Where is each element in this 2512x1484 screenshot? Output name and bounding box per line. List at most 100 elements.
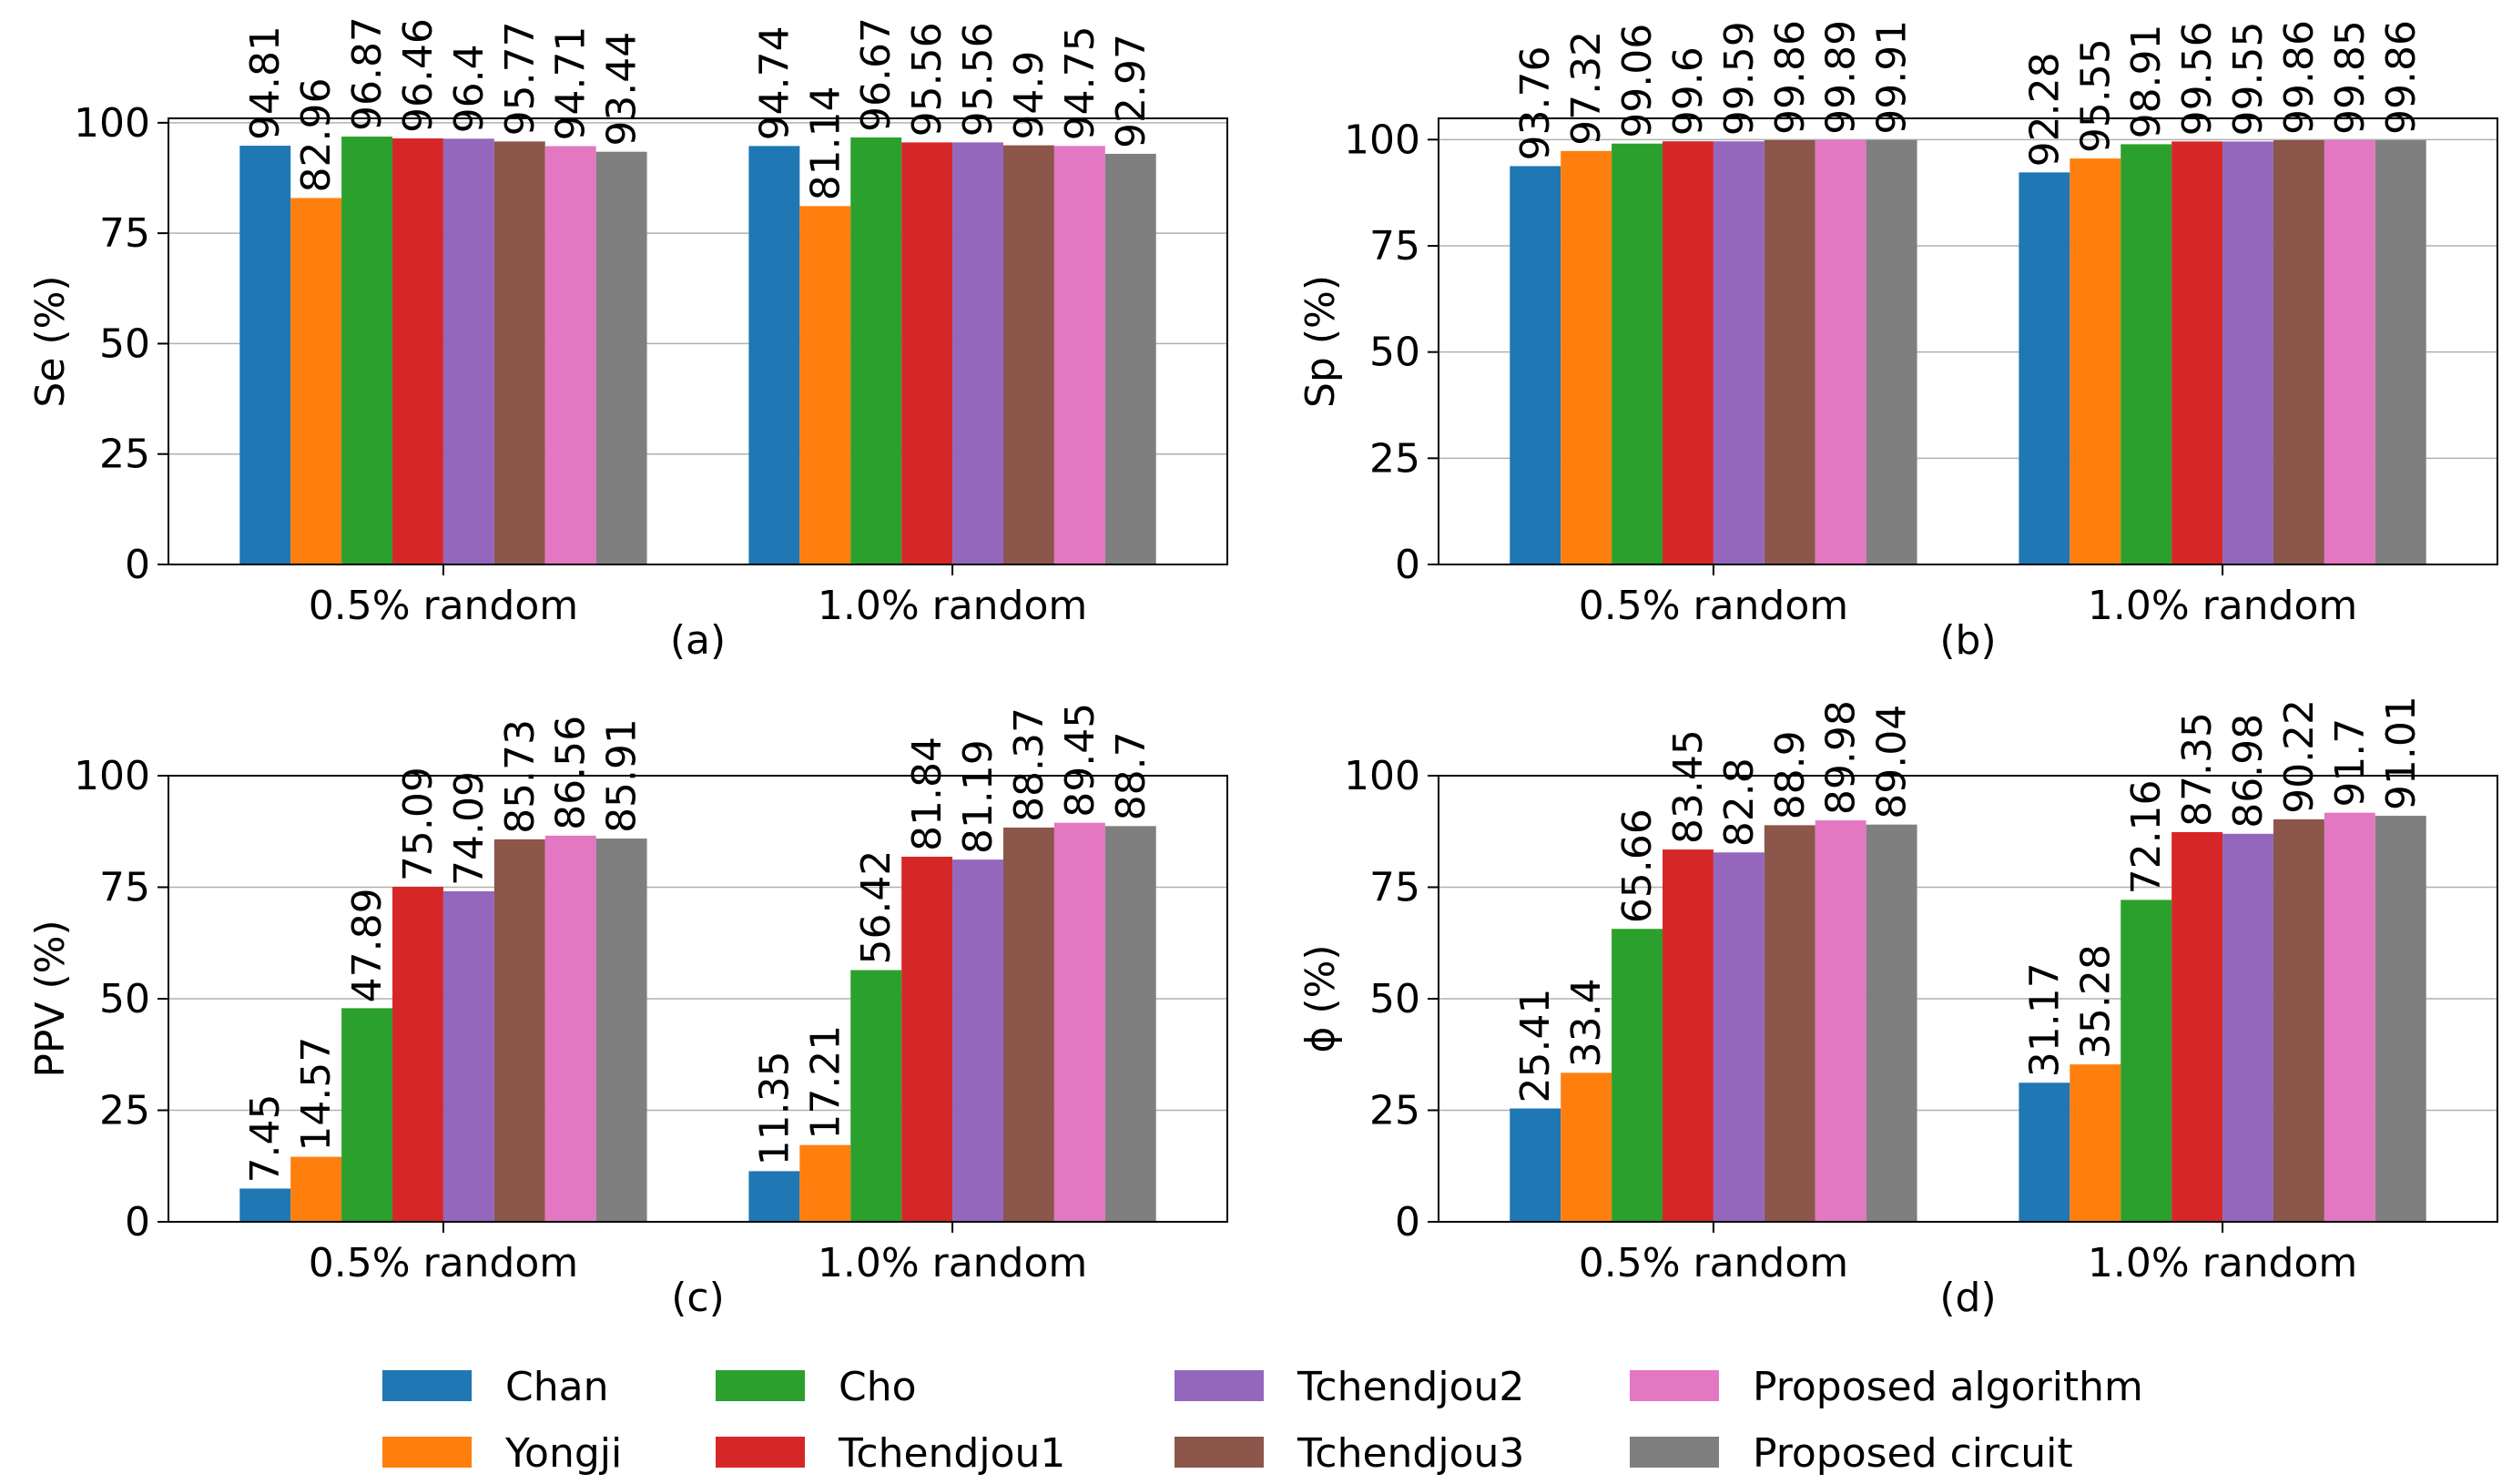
bar-tchendjou1 [2171, 141, 2223, 565]
data-label: 86.98 [2225, 714, 2272, 828]
legend-label: Proposed algorithm [1753, 1364, 2143, 1410]
bar-proposed-circuit [1866, 824, 1917, 1222]
data-label: 65.66 [1614, 808, 1661, 923]
bar-cho [850, 970, 902, 1222]
data-label: 99.91 [1869, 20, 1916, 135]
y-tick-label: 0 [125, 542, 150, 588]
bar-tchendjou3 [2273, 818, 2324, 1222]
legend-label: Tchendjou1 [838, 1430, 1065, 1477]
data-label: 99.86 [1767, 20, 1814, 135]
bar-tchendjou2 [1713, 141, 1765, 564]
legend-entry-chan: Chan [382, 1364, 608, 1410]
bar-cho [2120, 900, 2172, 1222]
bar-yongji [290, 1156, 342, 1222]
data-label: 99.89 [1818, 20, 1865, 135]
y-tick-label: 50 [99, 320, 150, 367]
bar-tchendjou1 [901, 856, 953, 1222]
bar-tchendjou2 [2222, 141, 2273, 564]
bar-chan [748, 146, 800, 564]
y-tick-label: 75 [1369, 223, 1420, 269]
bar-yongji [1561, 1072, 1612, 1222]
y-tick-label: 25 [1369, 1088, 1420, 1134]
data-label: 92.97 [1108, 34, 1154, 148]
bar-proposed-circuit [595, 151, 647, 564]
data-label: 95.77 [497, 21, 544, 136]
legend-swatch [716, 1370, 805, 1401]
data-label: 99.85 [2327, 20, 2374, 135]
axis-frame [168, 117, 1228, 565]
bar-chan [239, 146, 291, 564]
data-label: 92.28 [2021, 52, 2068, 167]
bar-cho [1612, 929, 1663, 1222]
bar-proposed-algorithm [1053, 822, 1105, 1222]
legend-entry-tchendjou2: Tchendjou2 [1175, 1364, 1524, 1410]
x-tick-label: 1.0% random [2088, 1240, 2357, 1286]
panel-label: (a) [670, 617, 726, 664]
y-axis-label: Sp (%) [1297, 275, 1344, 408]
y-tick-label: 0 [1395, 542, 1420, 588]
data-label: 94.75 [1057, 25, 1103, 140]
data-label: 99.86 [2378, 20, 2425, 135]
bar-proposed-algorithm [1815, 139, 1866, 564]
panel-label: (b) [1939, 617, 1996, 664]
bar-chan [2019, 172, 2070, 565]
data-label: 81.84 [904, 737, 951, 851]
data-label: 91.7 [2327, 718, 2374, 808]
x-tick-label: 1.0% random [818, 583, 1087, 629]
bar-tchendjou3 [2273, 139, 2324, 564]
x-tick-label: 0.5% random [1579, 583, 1848, 629]
bar-proposed-circuit [2375, 816, 2426, 1222]
bar-chan [239, 1188, 291, 1222]
data-label: 87.35 [2174, 712, 2221, 827]
data-label: 99.55 [2225, 21, 2272, 136]
legend-label: Yongji [504, 1430, 622, 1477]
data-label: 96.46 [395, 18, 442, 133]
legend-entry-yongji: Yongji [382, 1430, 622, 1477]
legend-swatch [382, 1437, 472, 1468]
x-tick-label: 0.5% random [309, 1240, 578, 1286]
axis-frame [168, 775, 1228, 1223]
data-label: 72.16 [2123, 779, 2170, 894]
legend-label: Tchendjou2 [1297, 1364, 1524, 1410]
bar-tchendjou2 [442, 890, 494, 1222]
y-tick-label: 25 [99, 1088, 150, 1134]
data-label: 83.45 [1665, 729, 1712, 844]
axis-frame [1438, 775, 2498, 1223]
bar-chan [1510, 1108, 1561, 1222]
y-tick-label: 75 [99, 210, 150, 257]
data-label: 96.87 [344, 16, 391, 131]
data-label: 90.22 [2276, 699, 2323, 814]
bar-cho [850, 137, 902, 564]
data-label: 75.09 [395, 767, 442, 881]
data-label: 96.67 [853, 17, 900, 132]
bar-yongji [799, 206, 851, 564]
data-label: 91.01 [2378, 696, 2425, 810]
data-label: 47.89 [344, 888, 391, 1002]
y-tick-label: 100 [74, 753, 150, 799]
bar-yongji [799, 1144, 851, 1222]
data-label: 95.56 [904, 22, 951, 137]
data-label: 74.09 [446, 771, 493, 886]
bar-tchendjou1 [2171, 831, 2223, 1222]
y-tick-label: 100 [74, 100, 150, 147]
data-label: 56.42 [853, 850, 900, 965]
bar-tchendjou1 [1663, 141, 1714, 564]
bar-cho [1612, 143, 1663, 564]
data-label: 99.06 [1614, 24, 1661, 138]
bar-tchendjou3 [493, 141, 545, 564]
legend-entry-tchendjou1: Tchendjou1 [716, 1430, 1065, 1477]
bar-cho [341, 1008, 393, 1222]
y-tick-label: 0 [1395, 1199, 1420, 1245]
y-tick-label: 100 [1344, 117, 1420, 163]
bar-proposed-circuit [595, 839, 647, 1222]
data-label: 96.4 [446, 44, 493, 133]
legend-entry-proposed-algorithm: Proposed algorithm [1630, 1364, 2143, 1410]
bar-tchendjou2 [442, 138, 494, 564]
legend-swatch [1630, 1370, 1719, 1401]
bar-tchendjou3 [1764, 139, 1815, 564]
y-tick-label: 25 [99, 432, 150, 478]
